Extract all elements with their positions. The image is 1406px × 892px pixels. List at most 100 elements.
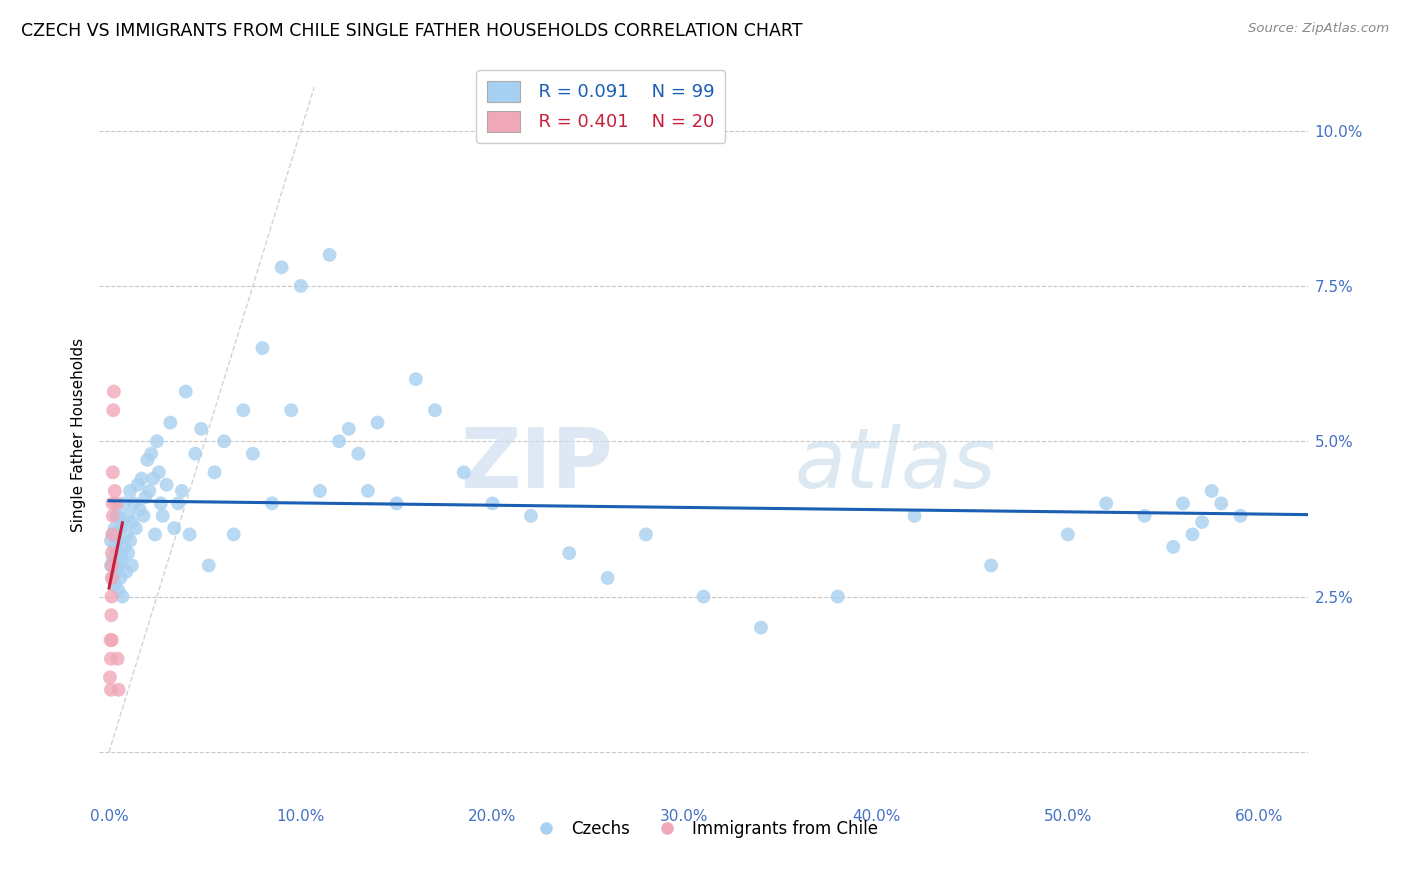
Point xyxy=(280,403,302,417)
Point xyxy=(121,515,143,529)
Point xyxy=(107,651,129,665)
Point xyxy=(120,533,142,548)
Point xyxy=(101,558,124,573)
Point xyxy=(101,552,124,566)
Point xyxy=(115,527,138,541)
Point xyxy=(100,571,122,585)
Point xyxy=(100,651,122,665)
Point xyxy=(134,490,156,504)
Point xyxy=(101,508,124,523)
Point xyxy=(453,466,475,480)
Point xyxy=(107,583,129,598)
Point xyxy=(117,546,139,560)
Point xyxy=(100,682,122,697)
Point xyxy=(104,483,127,498)
Point xyxy=(111,515,134,529)
Point xyxy=(204,466,226,480)
Point xyxy=(121,558,143,573)
Point xyxy=(405,372,427,386)
Point xyxy=(385,496,408,510)
Point xyxy=(101,496,124,510)
Point xyxy=(110,546,132,560)
Text: ZIP: ZIP xyxy=(460,424,613,505)
Point xyxy=(1211,496,1233,510)
Point xyxy=(318,248,340,262)
Point xyxy=(110,571,132,585)
Point xyxy=(104,558,127,573)
Point xyxy=(903,508,925,523)
Point xyxy=(222,527,245,541)
Point xyxy=(328,434,350,449)
Point xyxy=(1133,508,1156,523)
Point xyxy=(242,447,264,461)
Point xyxy=(112,496,135,510)
Point xyxy=(100,533,122,548)
Point xyxy=(1191,515,1213,529)
Point xyxy=(132,508,155,523)
Point xyxy=(1056,527,1078,541)
Point xyxy=(104,577,127,591)
Point xyxy=(159,416,181,430)
Text: CZECH VS IMMIGRANTS FROM CHILE SINGLE FATHER HOUSEHOLDS CORRELATION CHART: CZECH VS IMMIGRANTS FROM CHILE SINGLE FA… xyxy=(21,22,803,40)
Point xyxy=(1163,540,1185,554)
Point xyxy=(232,403,254,417)
Point xyxy=(520,508,543,523)
Point xyxy=(112,540,135,554)
Y-axis label: Single Father Households: Single Father Households xyxy=(72,338,86,533)
Point xyxy=(212,434,235,449)
Point xyxy=(98,670,121,684)
Point xyxy=(100,590,122,604)
Point xyxy=(155,477,177,491)
Point xyxy=(107,682,129,697)
Point xyxy=(101,633,124,648)
Point xyxy=(184,447,207,461)
Point xyxy=(101,571,124,585)
Point xyxy=(141,447,163,461)
Point xyxy=(190,422,212,436)
Text: atlas: atlas xyxy=(794,424,995,505)
Point xyxy=(149,496,172,510)
Point xyxy=(252,341,274,355)
Point xyxy=(100,558,122,573)
Legend: Czechs, Immigrants from Chile: Czechs, Immigrants from Chile xyxy=(523,814,884,845)
Point xyxy=(127,477,149,491)
Point xyxy=(749,621,772,635)
Point xyxy=(423,403,446,417)
Point xyxy=(115,565,138,579)
Point xyxy=(290,279,312,293)
Point xyxy=(1201,483,1223,498)
Point xyxy=(174,384,197,399)
Point xyxy=(309,483,332,498)
Point xyxy=(105,508,128,523)
Point xyxy=(197,558,219,573)
Point xyxy=(170,483,193,498)
Point xyxy=(143,527,166,541)
Point xyxy=(1181,527,1204,541)
Point xyxy=(152,508,174,523)
Point xyxy=(260,496,283,510)
Point xyxy=(105,496,128,510)
Point xyxy=(167,496,190,510)
Point xyxy=(128,502,150,516)
Point xyxy=(357,483,380,498)
Point xyxy=(100,633,122,648)
Point xyxy=(596,571,619,585)
Point xyxy=(101,527,124,541)
Point xyxy=(110,521,132,535)
Point xyxy=(138,483,160,498)
Point xyxy=(131,471,153,485)
Point xyxy=(107,558,129,573)
Point xyxy=(634,527,657,541)
Point xyxy=(107,533,129,548)
Point xyxy=(481,496,503,510)
Point xyxy=(105,546,128,560)
Point xyxy=(1095,496,1118,510)
Point xyxy=(120,483,142,498)
Point xyxy=(270,260,292,275)
Point xyxy=(101,466,124,480)
Point xyxy=(1229,508,1251,523)
Point xyxy=(101,527,124,541)
Point xyxy=(111,552,134,566)
Point xyxy=(104,540,127,554)
Point xyxy=(163,521,186,535)
